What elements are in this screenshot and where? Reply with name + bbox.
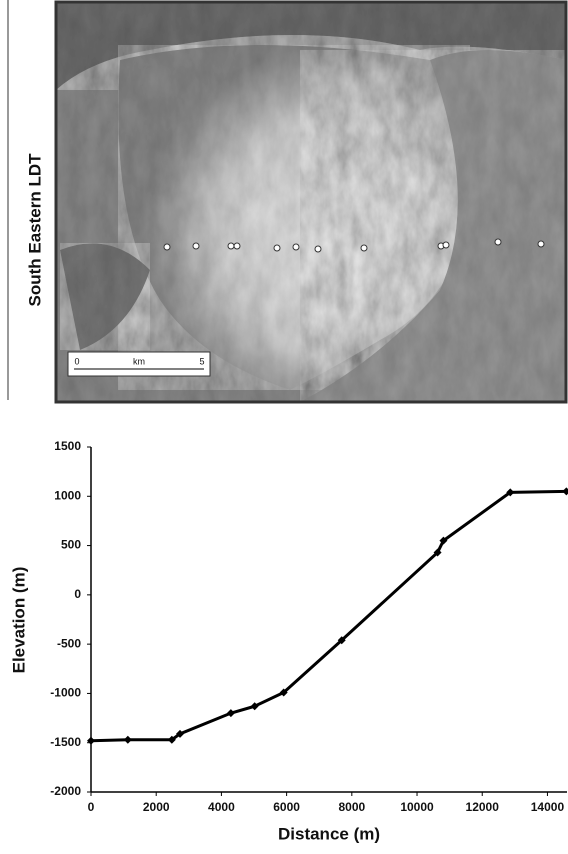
x-tick-label: 8000 (338, 800, 365, 814)
y-tick-label: -1000 (50, 686, 81, 700)
scale-start: 0 (74, 356, 79, 366)
y-tick-label: 500 (61, 538, 81, 552)
marker (124, 736, 132, 744)
page: {"image": {"label": "South Eastern LDT",… (0, 0, 568, 849)
image-label: South Eastern LDT (25, 153, 44, 307)
line (91, 491, 566, 740)
marker (87, 737, 95, 745)
y-tick-label: -1500 (50, 735, 81, 749)
y-tick-label: 0 (74, 587, 81, 601)
x-tick-label: 14000 (531, 800, 565, 814)
terrain-image (56, 2, 566, 402)
figure: South Eastern LDT 0 km 5 Elevation (m) D… (0, 0, 568, 849)
x-tick-label: 2000 (143, 800, 170, 814)
y-tick-label: 1000 (54, 488, 81, 502)
scale-end: 5 (199, 356, 204, 366)
x-tick-label: 4000 (208, 800, 235, 814)
x-tick-label: 6000 (273, 800, 300, 814)
x-tick-label: 12000 (466, 800, 500, 814)
y-tick-label: -2000 (50, 784, 81, 798)
scale-unit: km (133, 356, 145, 366)
x-tick-label: 10000 (400, 800, 434, 814)
marker (562, 487, 568, 495)
x-tick-label: 0 (88, 800, 95, 814)
marker (227, 709, 235, 717)
y-axis-title: Elevation (m) (9, 567, 28, 674)
y-tick-label: -500 (57, 636, 81, 650)
y-tick-label: 1500 (54, 439, 81, 453)
x-axis-title: Distance (m) (278, 824, 380, 843)
